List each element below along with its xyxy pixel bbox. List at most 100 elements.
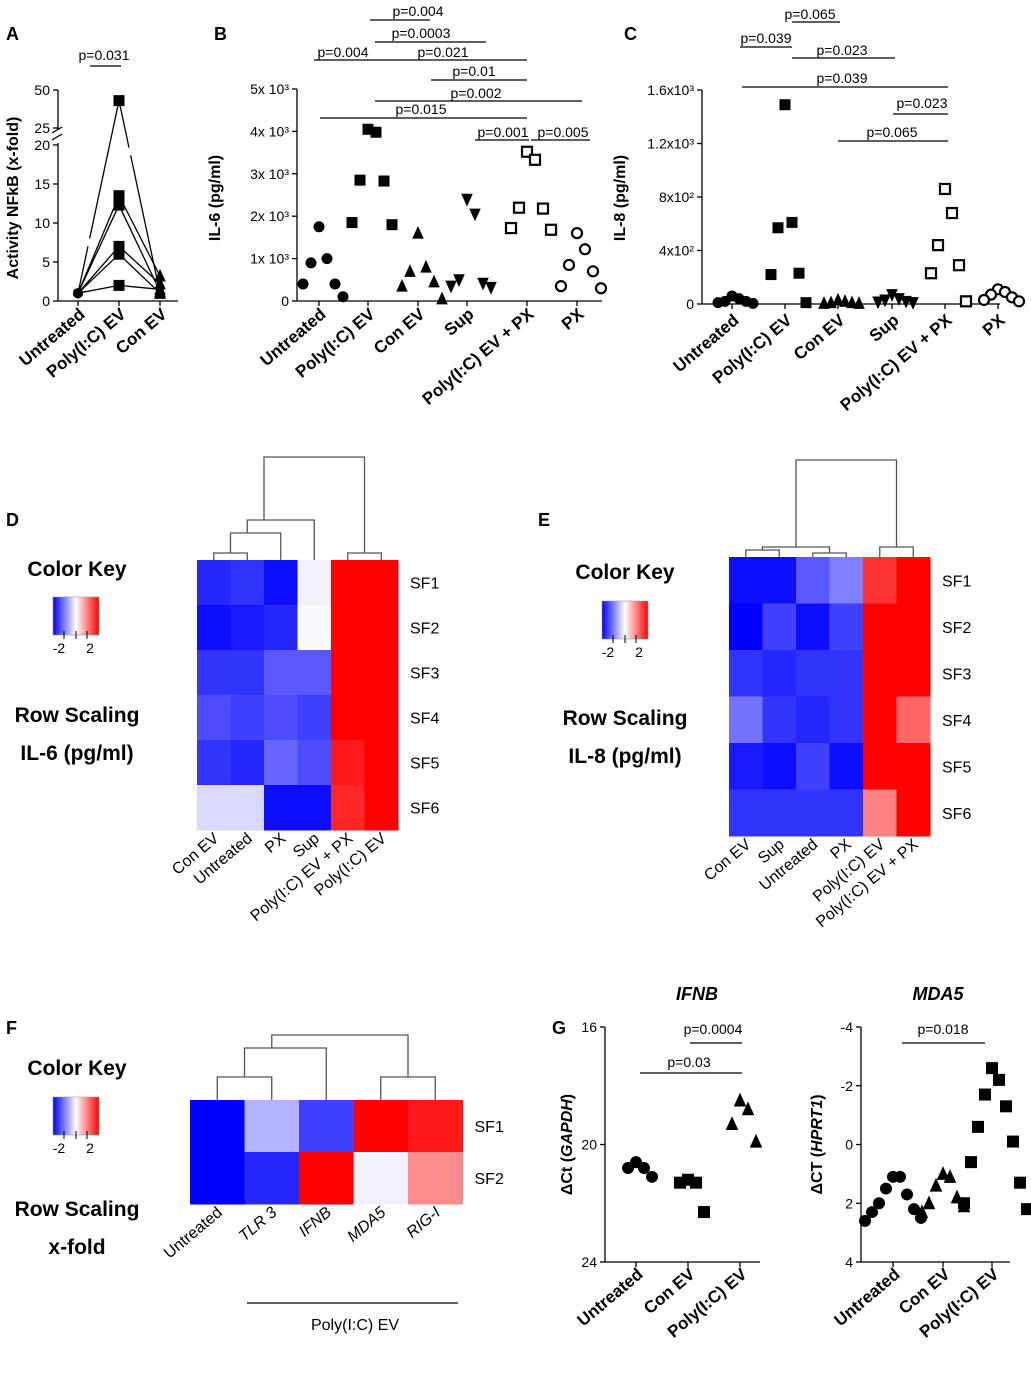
d-heatmap-cell (264, 560, 298, 606)
a-donor-line (118, 100, 161, 294)
f-color-key-tick-label: -2 (53, 1140, 66, 1156)
c-point (959, 295, 973, 308)
d-row-label: SF2 (410, 621, 439, 638)
g2-y-axis-label-gene: HPRT1 (809, 1100, 826, 1152)
c-point (931, 239, 945, 252)
g2-point (873, 1197, 885, 1210)
d-heatmap-cell (331, 785, 365, 831)
d-row-label: SF4 (410, 711, 439, 728)
e-row-label: SF4 (942, 713, 971, 730)
b-point (536, 202, 550, 215)
d-heatmap-cell (331, 650, 365, 696)
b-point (562, 258, 576, 272)
g2-y-axis-label-prefix: ΔCT ( (809, 1151, 826, 1194)
a-y-tick-label: 5 (42, 254, 50, 270)
d-heatmap-cell (297, 695, 332, 741)
d-row-label: SF6 (410, 801, 439, 818)
a-donor-line (77, 100, 120, 294)
g2-point (1007, 1135, 1019, 1148)
d-heatmap-cell (297, 650, 332, 696)
e-heatmap-cell (829, 650, 864, 697)
e-heatmap-cell (896, 696, 931, 744)
g1-p-value: p=0.03 (667, 1054, 710, 1070)
e-heatmap-cell (796, 696, 830, 744)
b-point (329, 278, 341, 290)
b-point (504, 221, 518, 235)
b-category-label: Con EV (370, 304, 429, 358)
a-donor-line (77, 245, 120, 294)
g2-point (972, 1120, 984, 1133)
g1-y-tick-label: 20 (581, 1137, 597, 1153)
a-y-axis-label: Activity NFkB (x-fold) (5, 117, 22, 280)
f-heatmap-cell (299, 1100, 354, 1153)
d-heatmap-cell (197, 560, 231, 606)
c-point (952, 259, 966, 272)
d-heatmap-cell (230, 560, 265, 606)
f-color-key-title: Color Key (27, 1057, 127, 1080)
d-column-label: PX (262, 830, 290, 857)
b-point (477, 277, 489, 291)
g1-y-axis-label-gene: GAPDH (559, 1099, 576, 1157)
a-point (154, 282, 166, 295)
e-column-label: Con EV (701, 836, 754, 885)
g2-point (929, 1177, 943, 1192)
e-heatmap-cell (796, 743, 830, 790)
b-point (305, 257, 317, 269)
d-heatmap-cell (264, 650, 298, 696)
f-heatmap-cell (408, 1100, 463, 1153)
g1-point (749, 1133, 763, 1148)
b-point (512, 201, 526, 214)
panel-label-e: E (538, 510, 550, 530)
c-y-tick-label: 4x10² (659, 243, 694, 259)
b-point (528, 153, 542, 166)
e-heatmap-cell (729, 557, 763, 604)
a-donor-line (77, 195, 120, 294)
b-point (436, 291, 448, 305)
c-p-value: p=0.039 (817, 70, 868, 86)
g2-y-tick-label: -2 (841, 1078, 854, 1094)
b-p-value: p=0.01 (452, 63, 495, 79)
d-heatmap-cell (230, 740, 265, 786)
e-row-label: SF3 (942, 666, 971, 683)
f-dendrogram-branch (216, 1076, 273, 1100)
d-heatmap-cell (197, 695, 231, 741)
c-point (818, 296, 830, 309)
a-point (113, 279, 125, 291)
g2-y-tick-label: 0 (845, 1137, 853, 1153)
a-point (113, 190, 125, 202)
d-heatmap-cell (230, 695, 265, 741)
b-point (461, 193, 473, 207)
e-heatmap-cell (896, 557, 931, 604)
c-point (765, 269, 777, 281)
c-y-tick-label: 0 (686, 296, 694, 312)
a-donor-line (118, 245, 161, 285)
f-heatmap-cell (244, 1152, 300, 1205)
g1-point (690, 1176, 702, 1189)
b-point (321, 253, 333, 265)
f-row-scaling-title: Row Scaling (15, 1198, 140, 1221)
d-heatmap-cell (197, 605, 231, 651)
c-point (924, 267, 938, 280)
d-color-key-bar (52, 596, 100, 636)
b-y-tick-label: 2x 10³ (250, 208, 289, 224)
b-y-axis-label: IL-6 (pg/ml) (207, 155, 224, 241)
b-point (386, 219, 398, 231)
d-dendrogram-branch (229, 532, 282, 560)
g1-title: IFNB (676, 984, 718, 1004)
b-y-tick-label: 3x 10³ (250, 166, 289, 182)
g2-title: MDA5 (912, 984, 964, 1004)
e-heatmap-cell (796, 789, 830, 837)
e-heatmap-cell (762, 696, 797, 744)
b-category-label: Sup (441, 305, 478, 340)
g2-category-label: Untreated (831, 1265, 904, 1331)
b-point (544, 223, 558, 236)
b-point (570, 227, 584, 240)
b-point (337, 291, 349, 303)
g1-point (725, 1116, 739, 1130)
a-point (113, 199, 125, 211)
b-p-value: p=0.002 (451, 85, 502, 101)
c-point (977, 293, 991, 307)
g2-p-value: p=0.018 (918, 1021, 969, 1037)
c-point (712, 297, 724, 309)
